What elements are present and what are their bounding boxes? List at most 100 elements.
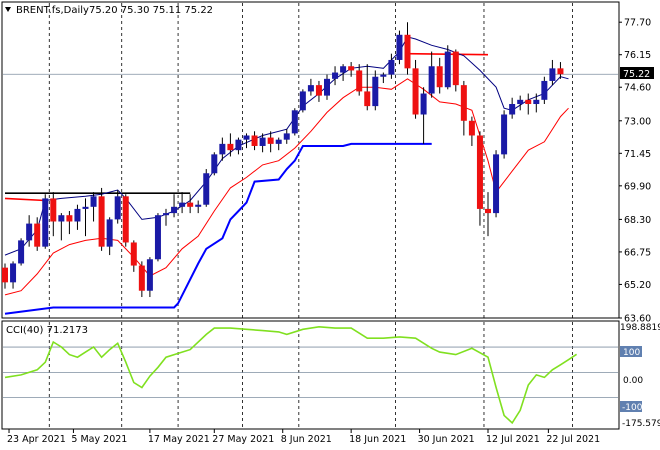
collapse-arrow-icon[interactable] [5,7,11,12]
cci-level-0: 0.00 [623,376,643,386]
cci-100-box [620,346,642,357]
bull-candle [82,206,89,209]
bull-candle [340,66,347,73]
price-tick-label: 77.70 [624,18,651,29]
bull-candle [428,66,435,94]
bear-candle [557,68,564,75]
bear-candle [476,135,483,209]
bear-candle [485,208,491,214]
upper-band-line [4,36,569,256]
bull-candle [106,219,113,247]
price-tick-label: 74.60 [624,83,651,94]
bear-candle [315,85,322,96]
price-tick-label: 65.20 [624,280,651,291]
date-tick-label: 5 May 2021 [71,434,127,445]
bull-candle [380,74,387,77]
price-tick-label: 63.60 [624,314,651,325]
cci-level-minus100: -100 [622,403,643,413]
bear-candle [251,135,258,146]
bear-candle [525,99,532,105]
cci-axis: 198.8819 100 0.00 -100 -175.579 [620,323,660,429]
bear-candle [187,202,194,207]
price-tick-label: 73.00 [624,116,651,127]
price-tick-label: 71.45 [624,149,651,160]
bull-candle [549,68,556,81]
bull-candle [163,213,169,216]
price-tick-label: 68.30 [624,215,651,226]
bull-candle [171,206,178,214]
date-tick-label: 27 May 2021 [212,434,274,445]
bear-candle [468,120,475,136]
bull-candle [275,139,282,144]
bull-candle [283,133,290,140]
bull-candle [396,34,403,60]
cci-line [4,325,578,425]
current-price-value: 75.22 [623,69,650,80]
bear-candle [98,196,105,247]
bull-candle [114,196,121,220]
cci-level-100: 100 [623,348,640,358]
bear-candle [50,198,57,222]
cci-minus100-box [620,401,642,412]
support-line-blue [4,142,432,315]
level-lines [3,52,618,202]
price-tick-label: 76.15 [624,50,651,61]
date-tick-label: 23 Apr 2021 [7,434,66,445]
bull-candle [259,137,266,146]
bear-candle [122,196,129,243]
bear-candle [364,91,371,107]
date-tick-label: 17 May 2021 [148,434,210,445]
bull-candle [299,91,306,111]
bear-candle [2,267,8,283]
date-tick-label: 8 Jun 2021 [281,434,332,445]
bull-candle [195,204,202,207]
bear-candle [436,66,443,88]
price-tick-label: 69.90 [624,181,651,192]
bear-candle [452,51,459,86]
bull-candle [211,154,218,174]
bear-candle [34,223,41,247]
bull-candle [541,80,548,100]
price-pane-frame [1,1,620,319]
resistance-line-red-left [4,197,46,202]
cci-scale-max: 198.8819 [620,323,660,333]
cci-scale-min: -175.579 [622,419,660,429]
price-pane: BRENT.fs,Daily 75.20 75.30 75.11 75.22 [1,1,620,319]
candles [2,22,564,298]
vertical-gridlines [48,3,573,318]
bull-candle [420,93,427,115]
bull-candle [324,78,330,96]
price-tick-label: 66.75 [624,247,651,258]
current-price-box [620,67,654,79]
bear-candle [348,66,355,71]
bull-candle [291,110,298,134]
date-tick-label: 18 Jun 2021 [349,434,406,445]
bull-candle [372,76,379,107]
date-tick-label: 30 Jun 2021 [418,434,475,445]
bull-candle [243,135,250,140]
bear-candle [130,242,137,266]
bull-candle [58,215,65,222]
bull-candle [493,154,500,214]
bear-candle [66,215,73,222]
bull-candle [501,114,508,155]
date-axis: 23 Apr 2021 5 May 2021 17 May 2021 27 May 2… [7,429,600,445]
bull-candle [146,259,153,291]
bull-candle [332,72,339,79]
bull-candle [307,85,314,92]
bull-candle [74,208,81,222]
cci-pane: CCI(40) 71.2173 [1,320,620,430]
bull-candle [235,139,242,151]
bear-candle [138,265,145,291]
bull-candle [18,240,25,264]
bear-candle [412,68,419,115]
bull-candle [444,51,451,88]
bull-candle [26,223,33,241]
bull-candle [509,104,516,115]
bear-candle [227,143,234,151]
cci-title: CCI(40) 71.2173 [6,325,88,336]
bear-candle [404,34,411,69]
bear-candle [356,70,363,92]
date-tick-label: 22 Jul 2021 [546,434,600,445]
